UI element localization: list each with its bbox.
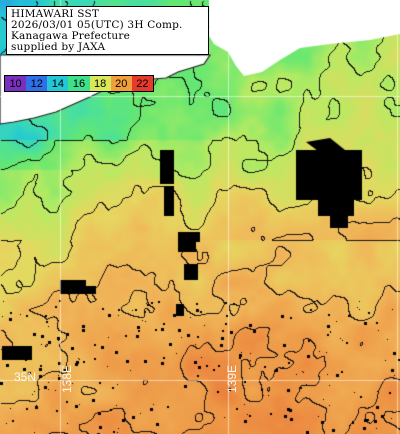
scale-cell-20: 20 xyxy=(110,76,132,91)
longitude-label-139e: 139E xyxy=(225,364,239,393)
info-region: Kanagawa Prefecture xyxy=(11,30,130,42)
scale-cell-10: 10 xyxy=(5,76,27,91)
info-box: HIMAWARI SST 2026/03/01 05(UTC) 3H Comp.… xyxy=(6,6,209,55)
scale-label-10: 10 xyxy=(9,77,22,90)
scale-label-18: 18 xyxy=(94,77,107,90)
scale-label-20: 20 xyxy=(115,77,128,90)
scale-label-22: 22 xyxy=(136,77,149,90)
scale-cell-18: 18 xyxy=(89,76,111,91)
scale-cell-16: 16 xyxy=(68,76,90,91)
scale-cell-14: 14 xyxy=(47,76,69,91)
scale-cell-22: 22 xyxy=(131,76,153,91)
temperature-scale: 10 12 14 16 18 20 22 xyxy=(4,75,154,92)
info-datetime: 2026/03/01 05(UTC) 3H Comp. xyxy=(11,19,183,31)
scale-cell-12: 12 xyxy=(26,76,48,91)
scale-label-12: 12 xyxy=(30,77,43,90)
latitude-label-35n: 35N xyxy=(14,370,37,384)
longitude-label-138e: 138E xyxy=(60,364,74,393)
info-title: HIMAWARI SST xyxy=(11,8,100,20)
scale-label-16: 16 xyxy=(72,77,86,90)
scale-label-14: 14 xyxy=(51,77,64,90)
info-source: supplied by JAXA xyxy=(11,41,106,53)
